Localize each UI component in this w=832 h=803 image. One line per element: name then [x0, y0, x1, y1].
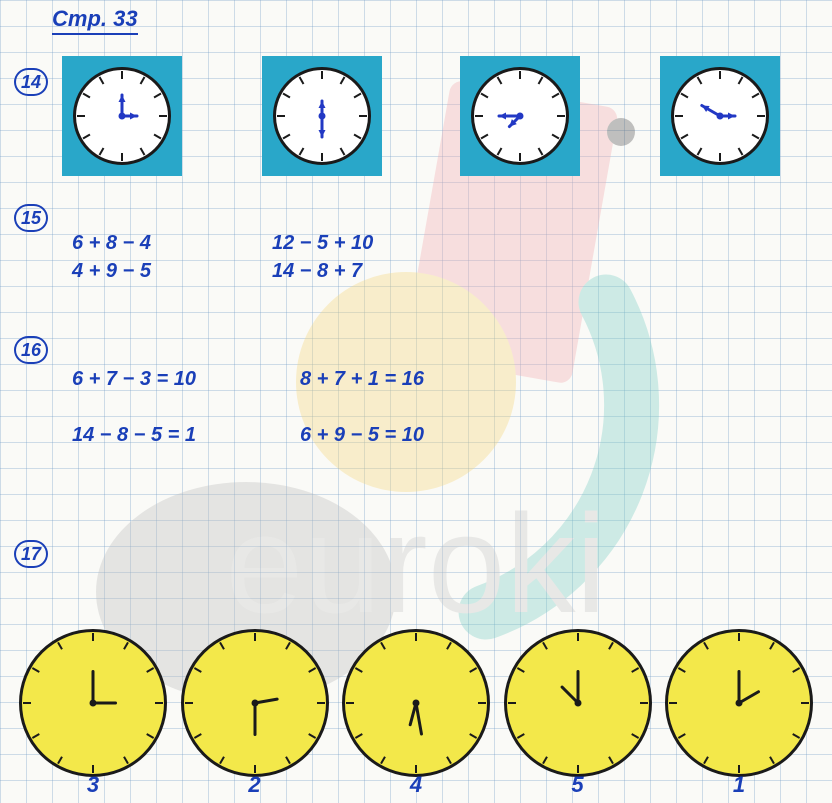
question-number-16: 16 — [14, 336, 48, 364]
clock-face — [503, 628, 653, 778]
clock-face — [670, 66, 770, 166]
math-expression: 6 + 9 − 5 = 10 — [300, 424, 424, 447]
clock-order-label: 5 — [503, 772, 653, 798]
clock-order-label: 1 — [664, 772, 814, 798]
page-title: Стр. 33 — [52, 6, 138, 35]
math-expression: 14 − 8 + 7 — [272, 260, 362, 283]
yellow-clock — [664, 628, 814, 783]
clock-order-label: 4 — [341, 772, 491, 798]
blue-clock-box — [262, 56, 382, 176]
clock-face — [180, 628, 330, 778]
math-expression: 6 + 7 − 3 = 10 — [72, 368, 196, 391]
yellow-clock — [341, 628, 491, 783]
blue-clock-box — [660, 56, 780, 176]
clock-face — [470, 66, 570, 166]
q17-label-row: 32451 — [18, 772, 814, 798]
math-expression: 6 + 8 − 4 — [72, 232, 151, 255]
clock-order-label: 3 — [18, 772, 168, 798]
yellow-clock — [18, 628, 168, 783]
qnum-label: 15 — [21, 208, 41, 229]
math-expression: 4 + 9 − 5 — [72, 260, 151, 283]
question-number-15: 15 — [14, 204, 48, 232]
clock-face — [18, 628, 168, 778]
clock-face — [341, 628, 491, 778]
math-expression: 14 − 8 − 5 = 1 — [72, 424, 196, 447]
clock-face — [664, 628, 814, 778]
blue-clock-box — [62, 56, 182, 176]
qnum-label: 14 — [21, 72, 41, 93]
clock-face — [72, 66, 172, 166]
math-expression: 12 − 5 + 10 — [272, 232, 373, 255]
question-number-14: 14 — [14, 68, 48, 96]
blue-clock-box — [460, 56, 580, 176]
page-content: Стр. 33 14 15 6 + 8 − 44 + 9 − 512 − 5 +… — [0, 0, 832, 803]
qnum-label: 16 — [21, 340, 41, 361]
clock-order-label: 2 — [180, 772, 330, 798]
yellow-clock — [180, 628, 330, 783]
question-number-17: 17 — [14, 540, 48, 568]
clock-face — [272, 66, 372, 166]
qnum-label: 17 — [21, 544, 41, 565]
math-expression: 8 + 7 + 1 = 16 — [300, 368, 424, 391]
q17-clock-row — [18, 628, 814, 783]
yellow-clock — [503, 628, 653, 783]
